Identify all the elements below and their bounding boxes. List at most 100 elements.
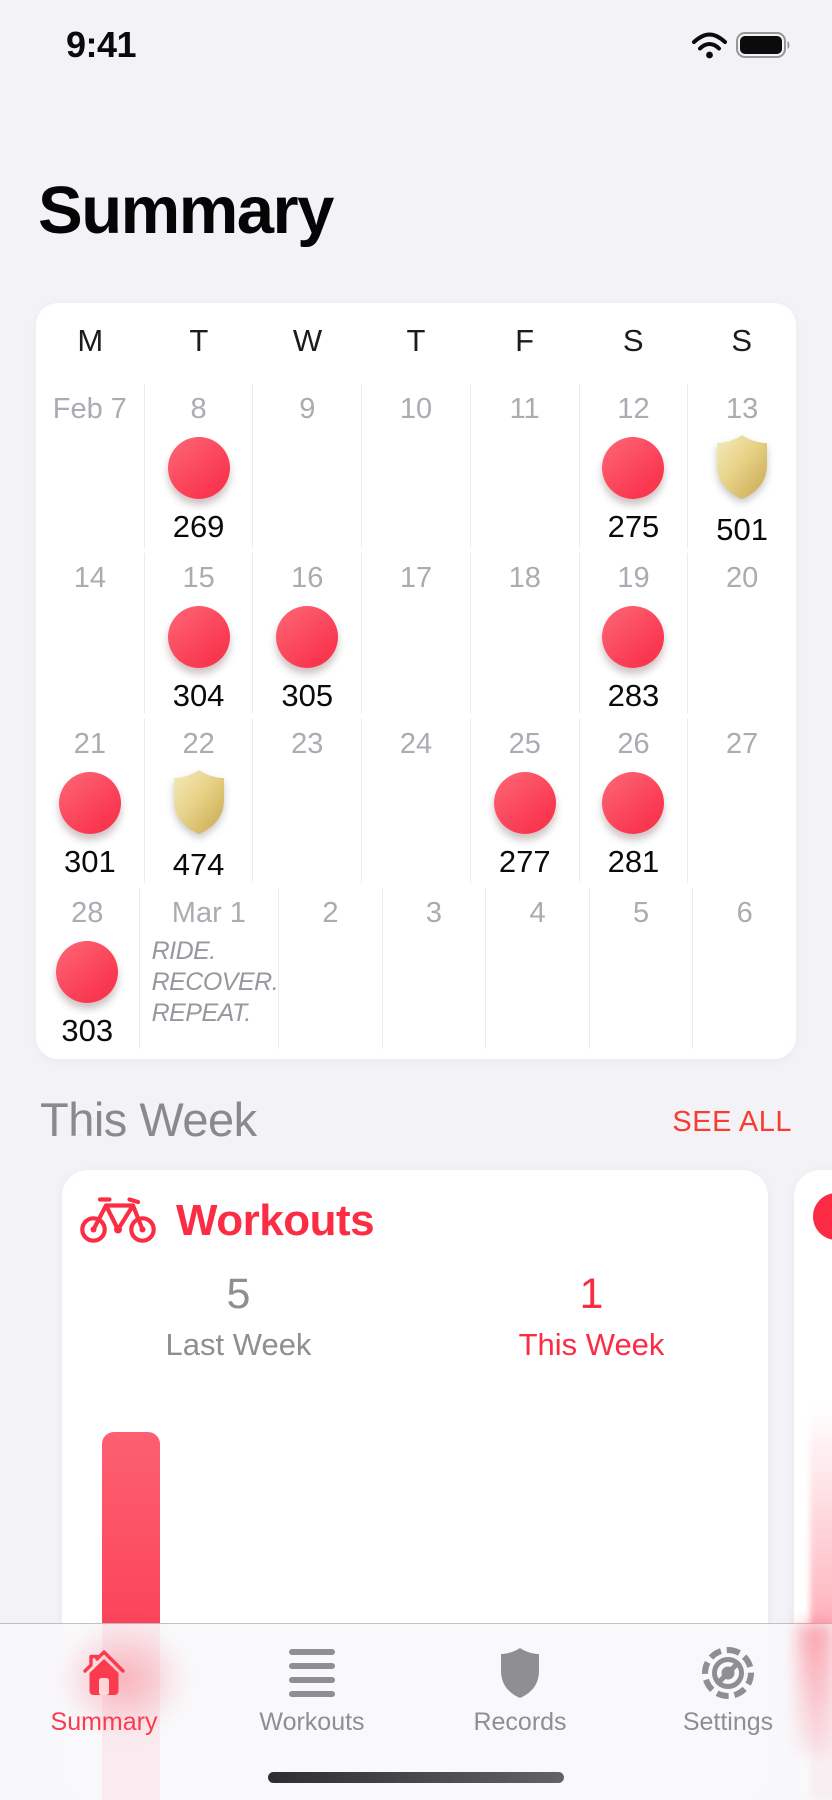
tab-workouts[interactable]: Workouts (208, 1640, 416, 1737)
weekday-label: M (77, 323, 104, 358)
calendar-week-row: Feb 7 8 269 9 10 11 12 275 13 501 (36, 384, 796, 548)
calendar-date-label: 14 (73, 562, 106, 594)
workouts-card-title: Workouts (176, 1195, 375, 1245)
tab-settings[interactable]: Settings (624, 1640, 832, 1737)
calendar-date-label: 2 (322, 897, 339, 929)
calendar-date-label: 24 (399, 728, 433, 760)
calendar-day-cell[interactable]: 21 301 (36, 719, 144, 883)
calendar-date-label: 25 (508, 728, 541, 760)
award-shield-badge[interactable] (713, 432, 771, 502)
stat-label: This Week (518, 1327, 665, 1362)
workouts-card-header: Workouts (80, 1192, 375, 1249)
workout-value: 501 (716, 512, 769, 547)
calendar-day-cell[interactable]: 16 305 (252, 553, 361, 714)
workout-value: 474 (172, 847, 225, 882)
calendar-day-cell[interactable]: 12 275 (578, 384, 688, 548)
ride-workout-badge[interactable] (602, 437, 665, 499)
see-all-button[interactable]: SEE ALL (672, 1106, 792, 1138)
calendar-date-label: 15 (182, 562, 215, 594)
calendar-day-cell[interactable]: 4 (485, 888, 589, 1049)
activity-circle-icon (813, 1193, 832, 1240)
calendar-day-cell[interactable]: 20 (687, 553, 796, 714)
stat-label: Last Week (165, 1327, 312, 1362)
calendar-day-cell[interactable]: 17 (361, 553, 470, 714)
calendar-date-label: 5 (633, 897, 650, 929)
tab-summary[interactable]: Summary (0, 1640, 208, 1737)
calendar-date-label: 27 (726, 728, 759, 760)
ride-workout-badge[interactable] (602, 772, 665, 834)
calendar-date-label: 19 (617, 562, 650, 594)
stat-this-week: 1 This Week (415, 1270, 768, 1363)
workout-value: 301 (63, 844, 116, 879)
workouts-stats: 5 Last Week 1 This Week (62, 1270, 768, 1363)
bicycle-icon (80, 1192, 156, 1249)
calendar-day-cell[interactable]: 26 281 (578, 719, 688, 883)
calendar-date-label: 20 (726, 562, 759, 594)
calendar-date-label: Mar 1 (171, 897, 246, 929)
workout-value: 303 (61, 1013, 114, 1048)
calendar-date-label: 21 (73, 728, 106, 760)
calendar-day-cell[interactable]: 3 (381, 888, 486, 1049)
calendar-day-cell[interactable]: 15 304 (143, 553, 253, 714)
calendar-date-label: 22 (182, 728, 215, 760)
award-shield-badge[interactable] (170, 767, 228, 837)
battery-icon (736, 32, 792, 63)
calendar-day-cell[interactable]: 24 (361, 719, 470, 883)
ride-workout-badge[interactable] (58, 772, 121, 834)
calendar-day-cell[interactable]: Feb 7 (36, 384, 144, 548)
calendar-day-cell[interactable]: 13 501 (687, 384, 796, 548)
calendar-day-cell[interactable]: 10 (361, 384, 470, 548)
calendar-day-cell[interactable]: 8 269 (143, 384, 253, 548)
ride-workout-badge[interactable] (493, 772, 556, 834)
tab-label: Settings (682, 1708, 774, 1736)
ride-workout-badge[interactable] (167, 437, 230, 499)
calendar-day-cell[interactable]: 6 (692, 888, 796, 1049)
ride-workout-badge[interactable] (167, 606, 230, 668)
calendar-date-label: 4 (529, 897, 546, 929)
calendar-card[interactable]: M T W T F S S Feb 7 8 269 9 10 11 12 275 13 501 1… (36, 303, 796, 1059)
calendar-day-cell[interactable]: 23 (252, 719, 361, 883)
status-time: 9:41 (66, 24, 137, 65)
calendar-week-row: 14 15 304 16 305 17 18 19 283 20 (36, 553, 796, 714)
workout-value: 277 (498, 844, 551, 879)
ride-workout-badge[interactable] (602, 606, 665, 668)
tab-label: Records (473, 1708, 567, 1736)
list-icon (289, 1640, 335, 1706)
stat-value: 1 (579, 1270, 604, 1318)
calendar-date-label: 26 (617, 728, 650, 760)
calendar-day-cell[interactable]: 25 277 (469, 719, 579, 883)
calendar-date-label: 11 (509, 393, 540, 425)
calendar-date-label: 8 (190, 393, 207, 425)
calendar-day-cell[interactable]: 18 (469, 553, 579, 714)
tab-label: Workouts (259, 1708, 365, 1736)
weekday-label: F (515, 323, 535, 358)
calendar-date-label: 17 (399, 562, 433, 594)
calendar-date-label: 9 (299, 393, 316, 425)
calendar-day-cell[interactable]: 9 (252, 384, 361, 548)
calendar-day-cell[interactable]: 5 (588, 888, 693, 1049)
calendar-day-cell[interactable]: 27 (687, 719, 796, 883)
calendar-day-cell[interactable]: 19 283 (578, 553, 688, 714)
ride-workout-badge[interactable] (56, 941, 119, 1003)
this-week-section-header: This Week SEE ALL (40, 1092, 792, 1147)
calendar-date-label: 16 (291, 562, 324, 594)
weekday-label: S (622, 323, 644, 358)
calendar-day-cell[interactable]: 14 (36, 553, 144, 714)
calendar-date-label: 6 (736, 897, 753, 929)
calendar-day-cell[interactable]: 11 (469, 384, 579, 548)
calendar-day-cell[interactable]: 28 303 (36, 888, 139, 1049)
ride-workout-badge[interactable] (276, 606, 339, 668)
calendar-date-label: 23 (291, 728, 324, 760)
weekday-label: W (292, 323, 323, 358)
calendar-day-cell[interactable]: 22 474 (143, 719, 253, 883)
weekday-label: T (406, 323, 426, 358)
calendar-day-cell[interactable]: Mar 1 RIDE. RECOVER. REPEAT. (138, 888, 279, 1049)
calendar-date-label: 13 (726, 393, 759, 425)
home-indicator[interactable] (268, 1772, 564, 1783)
calendar-grid: Feb 7 8 269 9 10 11 12 275 13 501 14 15 304 16 305 17 1… (36, 384, 796, 1049)
tab-label: Summary (50, 1708, 158, 1736)
calendar-day-cell[interactable]: 2 (278, 888, 382, 1049)
tab-records[interactable]: Records (416, 1640, 624, 1737)
calendar-date-label: 10 (399, 393, 433, 425)
